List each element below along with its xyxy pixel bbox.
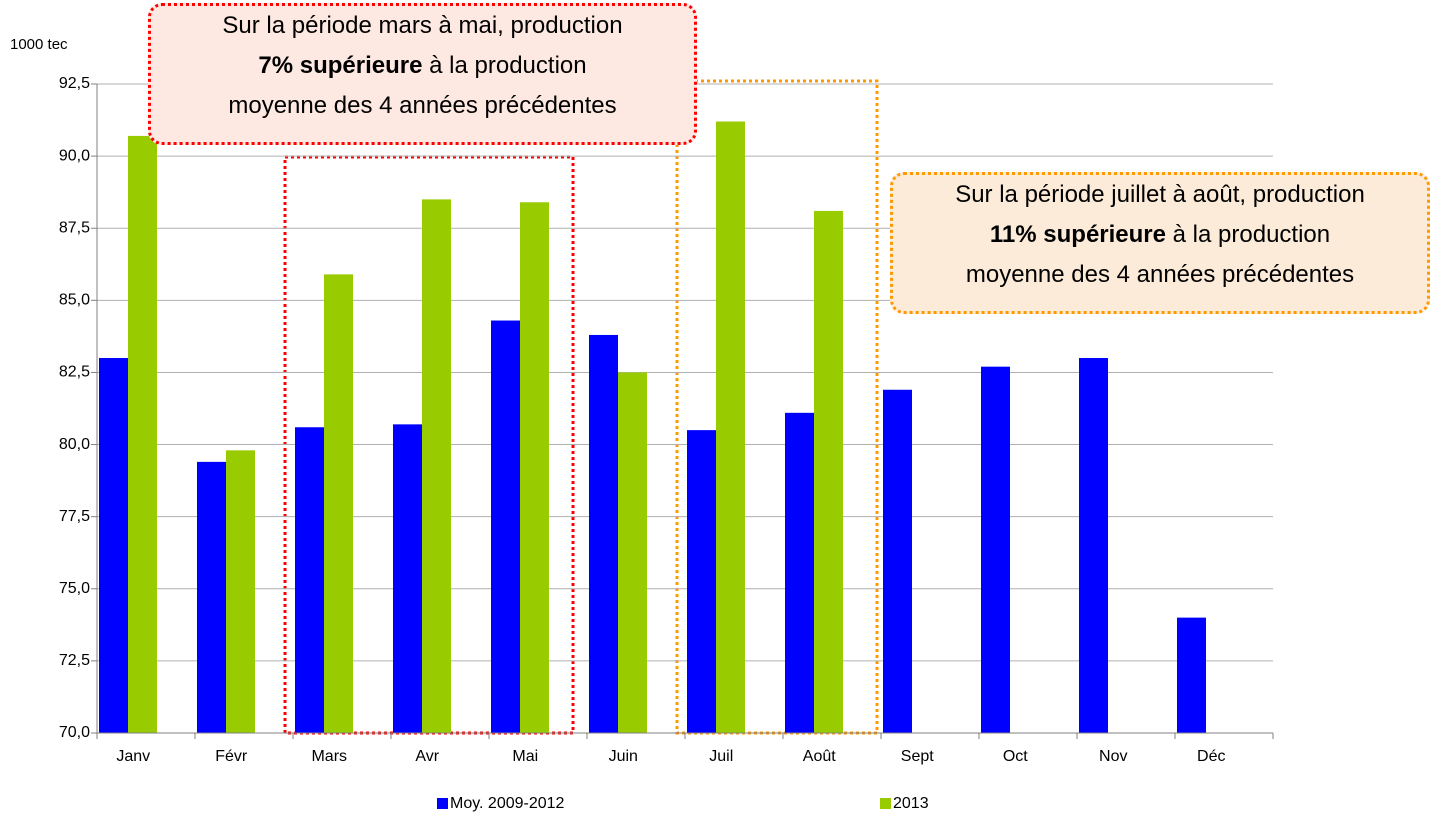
- annotation-line: Sur la période mars à mai, production: [222, 12, 623, 39]
- x-tick-label: Juin: [609, 748, 638, 765]
- annotation-text: à la production: [422, 52, 587, 79]
- annotation-line: Sur la période juillet à août, productio…: [955, 181, 1365, 208]
- bar: [618, 372, 647, 733]
- bar: [295, 427, 324, 733]
- annotation-line: 11% supérieure à la production: [893, 215, 1427, 255]
- bar: [324, 274, 353, 733]
- x-tick-label: Mai: [512, 748, 538, 765]
- bar: [883, 389, 912, 733]
- annotation-text: à la production: [1166, 221, 1331, 248]
- bar: [814, 210, 843, 734]
- bar: [1177, 617, 1206, 733]
- y-tick-label: 82,5: [59, 364, 90, 381]
- bar: [393, 424, 422, 733]
- annotation-bold: 11% supérieure: [989, 221, 1166, 248]
- bar: [716, 121, 745, 733]
- y-tick-label: 80,0: [59, 436, 90, 453]
- bar: [422, 199, 451, 733]
- x-tick-label: Janv: [116, 748, 150, 765]
- y-tick-label: 75,0: [59, 580, 90, 597]
- x-tick-label: Juil: [709, 748, 733, 765]
- bar: [785, 412, 814, 733]
- y-tick-label: 72,5: [59, 652, 90, 669]
- y-tick-label: 92,5: [59, 75, 90, 92]
- annotation: Sur la période juillet à août, productio…: [890, 172, 1430, 314]
- bar: [1079, 358, 1108, 733]
- bar: [226, 450, 255, 733]
- bar: [520, 202, 549, 734]
- annotation: Sur la période mars à mai, production 7%…: [148, 3, 697, 145]
- bar: [981, 366, 1010, 733]
- x-tick-label: Déc: [1197, 748, 1225, 765]
- y-tick-label: 70,0: [59, 724, 90, 741]
- x-tick-label: Nov: [1099, 748, 1127, 765]
- x-tick-label: Févr: [215, 748, 248, 765]
- bar: [589, 334, 618, 733]
- bar: [491, 320, 520, 733]
- y-tick-label: 87,5: [59, 219, 90, 236]
- bar: [128, 135, 157, 734]
- annotation-line: moyenne des 4 années précédentes: [228, 92, 617, 119]
- x-tick-label: Oct: [1003, 748, 1028, 765]
- x-tick-label: Août: [803, 748, 836, 765]
- annotation-line: 7% supérieure à la production: [151, 46, 694, 86]
- legend-label: Moy. 2009-2012: [450, 795, 565, 812]
- bar: [687, 430, 716, 733]
- bar: [197, 461, 226, 733]
- y-tick-label: 85,0: [59, 292, 90, 309]
- x-tick-label: Avr: [415, 748, 439, 765]
- legend-label: 2013: [893, 795, 929, 812]
- y-tick-label: 90,0: [59, 147, 90, 164]
- legend-swatch: [437, 798, 448, 809]
- legend-swatch: [880, 798, 891, 809]
- unit-label: 1000 tec: [10, 36, 68, 53]
- x-tick-label: Sept: [901, 748, 934, 765]
- x-tick-label: Mars: [311, 748, 347, 765]
- y-tick-label: 77,5: [59, 508, 90, 525]
- bar: [99, 358, 128, 733]
- annotation-bold: 7% supérieure: [258, 52, 423, 79]
- annotation-line: moyenne des 4 années précédentes: [965, 261, 1355, 288]
